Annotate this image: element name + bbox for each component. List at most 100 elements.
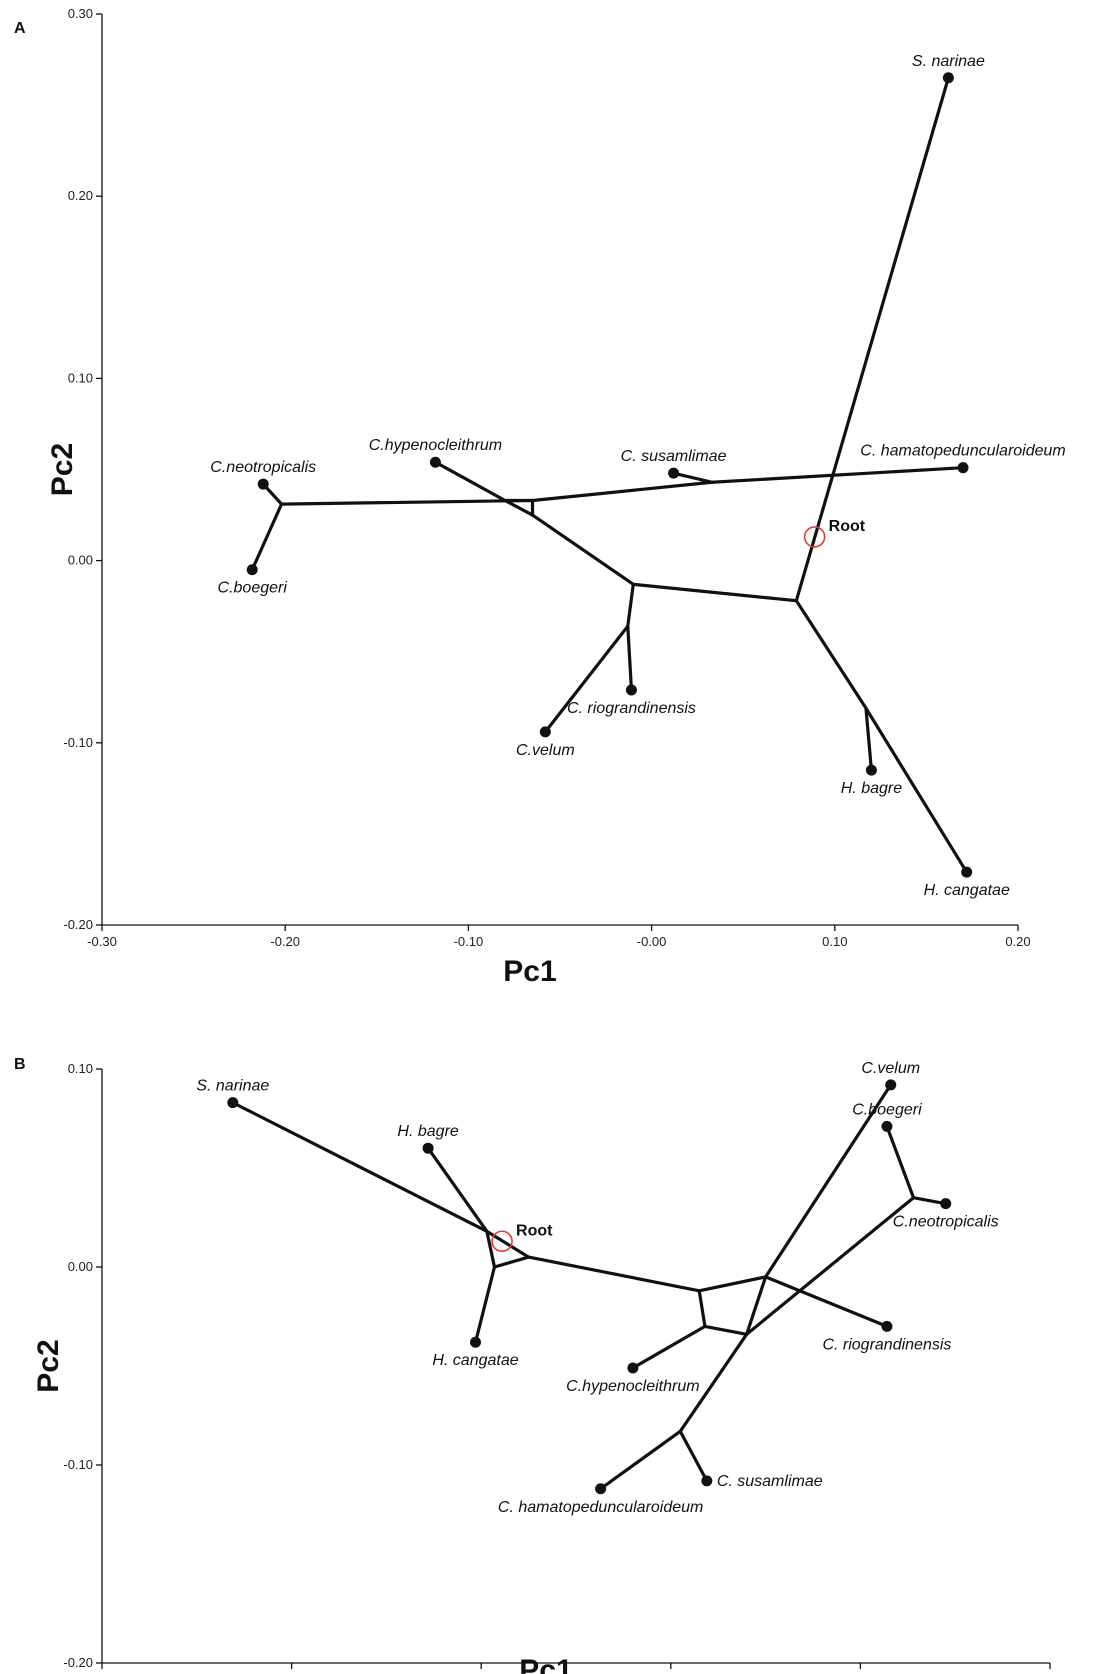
taxon-label: C.boegeri <box>852 1101 922 1118</box>
panel-b-axes: -0.30 -0.20 -0.10 -0.00 0.10 0.20 -0.20 -0.10 0.… <box>63 1061 1062 1674</box>
taxon-label: C. hamatopeduncularoideum <box>498 1499 703 1516</box>
tip-point <box>865 764 877 776</box>
tip-point <box>422 1142 434 1154</box>
panel-b-branches <box>231 1083 948 1491</box>
taxon-label: C. susamlimae <box>717 1473 823 1490</box>
tip-point <box>881 1320 893 1332</box>
tree-branch <box>530 513 635 586</box>
panel-b-root: Root <box>491 1222 553 1253</box>
x-axis-title: Pc1 <box>503 955 556 988</box>
root-marker <box>491 1230 513 1253</box>
y-tick-label: 0.30 <box>68 6 93 21</box>
panel-a: A -0.30 -0.20 -0.10 -0.00 0.10 0.20 -0.20 -0.10… <box>14 6 1066 988</box>
root-marker <box>803 526 826 548</box>
tree-branch <box>530 480 714 503</box>
tree-branch <box>763 1275 889 1329</box>
tree-branch <box>599 1429 682 1491</box>
y-tick-label: 0.00 <box>68 1259 93 1274</box>
panel-a-root: Root <box>803 518 866 548</box>
y-tick-label: 0.10 <box>68 1061 93 1076</box>
tip-point <box>961 866 973 878</box>
tree-branch <box>492 1255 531 1269</box>
root-label: Root <box>516 1222 553 1239</box>
taxon-label: H. bagre <box>841 780 902 797</box>
tip-point <box>627 1362 639 1374</box>
taxon-label: S. narinae <box>196 1078 269 1095</box>
tip-point <box>668 467 680 479</box>
tip-point <box>881 1120 893 1132</box>
tip-point <box>227 1097 239 1109</box>
panel-a-tips <box>246 72 973 878</box>
tree-branch <box>626 624 634 692</box>
x-tick-label: 0.10 <box>848 1672 873 1674</box>
y-tick-label: -0.20 <box>63 917 93 932</box>
x-tick-label: -0.10 <box>454 934 484 949</box>
tree-branch <box>503 498 535 517</box>
x-tick-label: -0.30 <box>87 934 117 949</box>
tree-branch <box>631 582 798 603</box>
taxon-label: C.hypenocleithrum <box>369 437 502 454</box>
taxon-label: C.velum <box>516 742 575 759</box>
panel-b-tips <box>227 1079 952 1495</box>
tree-branch <box>433 460 507 503</box>
tree-branch <box>745 1275 768 1336</box>
taxon-label: C.boegeri <box>218 580 288 597</box>
y-tick-label: -0.20 <box>63 1655 93 1670</box>
taxon-label: C. riograndinensis <box>567 700 696 717</box>
x-tick-label: 0.20 <box>1005 934 1030 949</box>
tree-branch <box>631 1324 707 1370</box>
y-axis-title: Pc2 <box>46 443 79 496</box>
tip-point <box>539 726 551 738</box>
x-tick-label: -0.00 <box>637 934 667 949</box>
tip-point <box>625 684 637 696</box>
tree-branch <box>485 1229 497 1269</box>
taxon-label: C.hypenocleithrum <box>566 1378 699 1395</box>
tree-branch <box>250 502 284 572</box>
x-tick-label: -0.30 <box>87 1672 117 1674</box>
y-tick-label: -0.10 <box>63 1457 93 1472</box>
tree-branch <box>763 1083 893 1279</box>
tip-point <box>595 1483 607 1495</box>
taxon-label: C. susamlimae <box>621 448 727 465</box>
y-tick-label: 0.00 <box>68 553 93 568</box>
tip-point <box>246 564 258 576</box>
root-label: Root <box>829 518 866 535</box>
tree-branch <box>885 1124 916 1200</box>
tip-point <box>940 1198 952 1210</box>
tree-branch <box>794 76 950 603</box>
tree-branch <box>279 498 535 506</box>
tree-branch <box>526 1255 701 1293</box>
y-axis-title: Pc2 <box>32 1339 65 1392</box>
x-tick-label: -0.20 <box>277 1672 307 1674</box>
x-tick-label: -0.10 <box>466 1672 496 1674</box>
tree-branch <box>710 466 965 484</box>
tip-point <box>957 462 969 474</box>
tree-branch <box>678 1429 709 1483</box>
tree-branch <box>794 599 868 710</box>
tree-branch <box>864 706 969 874</box>
tree-branch <box>231 1101 489 1233</box>
x-tick-label: -0.20 <box>270 934 300 949</box>
tree-branch <box>543 624 630 734</box>
taxon-label: C.velum <box>861 1060 920 1077</box>
x-axis-title: Pc1 <box>519 1654 572 1674</box>
tree-branch <box>426 1146 489 1233</box>
tree-branch <box>678 1332 749 1433</box>
taxon-label: C. hamatopeduncularoideum <box>860 443 1065 460</box>
tree-branch <box>626 582 635 628</box>
y-tick-label: -0.10 <box>63 735 93 750</box>
taxon-label: S. narinae <box>912 53 985 70</box>
taxon-label: H. cangatae <box>924 882 1010 899</box>
panel-b-taxon-labels: S. narinae H. bagre H. cangatae C.velum C.bo… <box>196 1060 998 1516</box>
tree-branch <box>864 706 874 772</box>
y-tick-label: 0.10 <box>68 370 93 385</box>
panel-a-branches <box>250 76 969 874</box>
tip-point <box>470 1336 482 1348</box>
tree-branch <box>697 1289 707 1329</box>
x-tick-label: -0.00 <box>656 1672 686 1674</box>
tip-point <box>942 72 954 84</box>
panel-b: B -0.30 -0.20 -0.10 -0.00 0.10 0.20 -0.20 -0.10… <box>14 1056 1063 1674</box>
taxon-label: C.neotropicalis <box>893 1214 999 1231</box>
panel-a-taxon-labels: S. narinae C. hamatopeduncularoideum C. su… <box>210 53 1065 899</box>
